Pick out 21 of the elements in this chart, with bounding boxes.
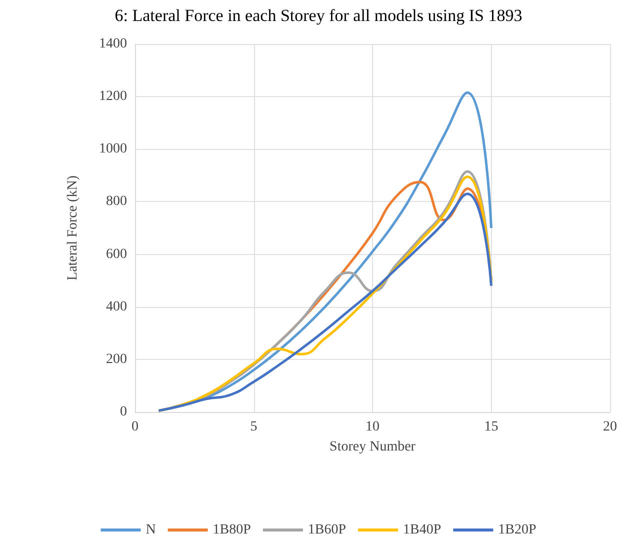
y-tick-label: 800	[106, 194, 127, 210]
y-tick-label: 0	[120, 404, 127, 420]
legend-label: 1B60P	[308, 522, 346, 538]
x-tick-label: 5	[250, 420, 258, 434]
x-tick-label: 15	[484, 420, 498, 434]
y-tick-label: 400	[106, 299, 127, 314]
legend-label: 1B80P	[212, 522, 252, 538]
x-axis-title: Storey Number	[330, 440, 416, 454]
legend-label: N	[146, 522, 156, 538]
y-tick-label: 1400	[99, 36, 127, 52]
y-tick-label: 200	[106, 352, 127, 367]
legend-label: 1B40P	[403, 522, 442, 538]
x-tick-label: 0	[132, 420, 138, 434]
y-axis-title: Lateral Force (kN)	[66, 175, 80, 280]
x-tick-label: 20	[603, 420, 617, 434]
legend-label: 1B20P	[498, 522, 537, 538]
x-tick-label: 10	[366, 420, 380, 434]
y-tick-label: 600	[106, 246, 127, 262]
y-tick-label: 1200	[99, 89, 127, 104]
chart-title: 6: Lateral Force in each Storey for all models using IS 1893	[114, 6, 522, 25]
y-tick-label: 1000	[99, 142, 127, 157]
